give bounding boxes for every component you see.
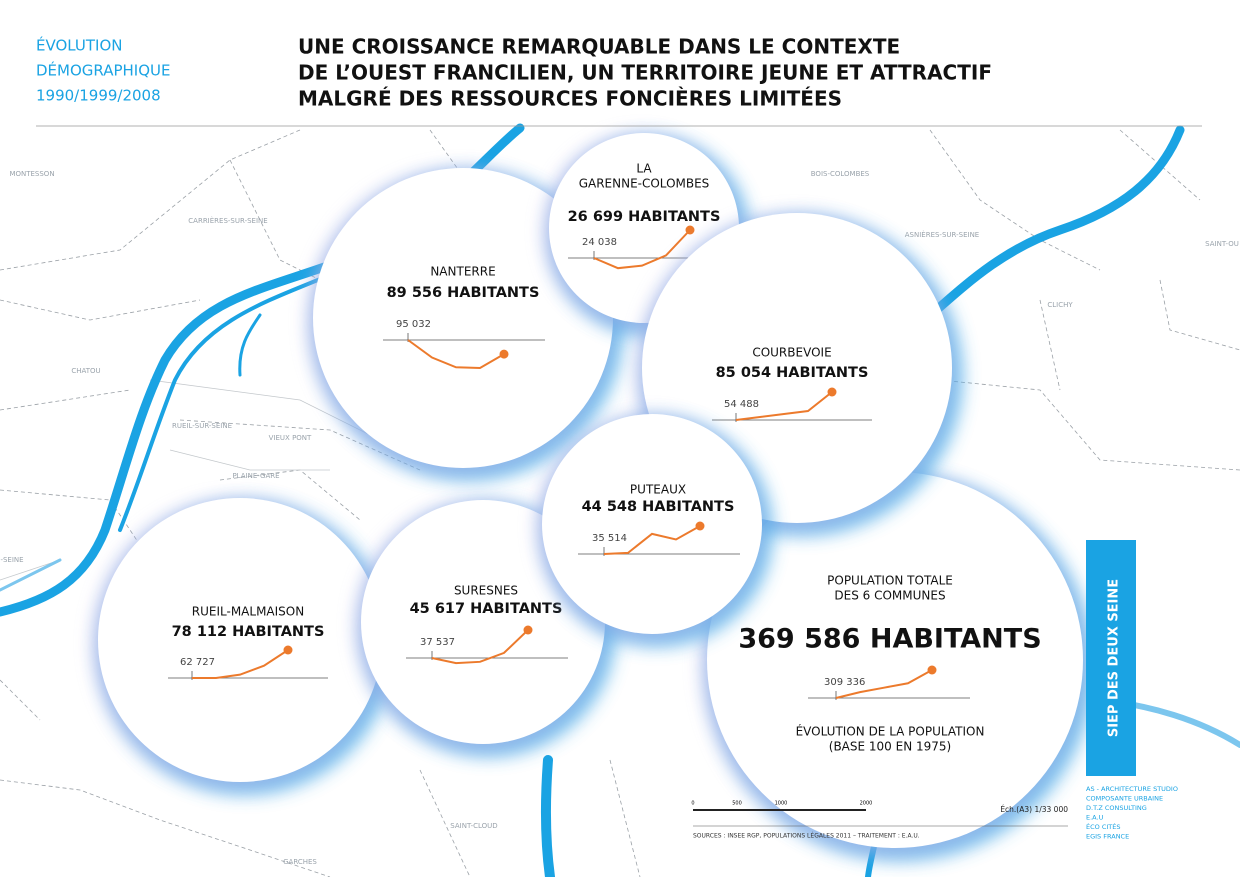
sparkline-end	[927, 665, 937, 675]
kicker: ÉVOLUTION	[36, 36, 122, 55]
city-name: RUEIL-MALMAISON	[192, 605, 304, 619]
sparkline	[431, 629, 529, 665]
population: 78 112 HABITANTS	[172, 624, 325, 640]
sparkline	[192, 649, 289, 679]
sparkline-end	[695, 521, 705, 531]
place-label: SAINT-OU	[1205, 240, 1239, 248]
sparkline-end	[523, 625, 533, 635]
start-label: 95 032	[396, 319, 431, 330]
kicker: DÉMOGRAPHIQUE	[36, 61, 171, 80]
place-label: CHATOU	[71, 367, 100, 375]
scale-tick: 1000	[775, 801, 788, 807]
bubble: RUEIL-MALMAISON 78 112 HABITANTS 62 727	[93, 498, 392, 794]
title: MALGRÉ DES RESSOURCES FONCIÈRES LIMITÉES	[298, 87, 842, 111]
kicker: 1990/1999/2008	[36, 87, 161, 105]
sidebar-box	[1086, 540, 1136, 776]
caption: (BASE 100 EN 1975)	[829, 740, 951, 754]
scale-tick: 0	[691, 801, 694, 807]
city-name: SURESNES	[454, 584, 518, 598]
credit: AS - ARCHITECTURE STUDIO	[1086, 785, 1178, 793]
bubble-disc	[707, 472, 1083, 848]
title: DE L’OUEST FRANCILIEN, UN TERRITOIRE JEU…	[298, 61, 992, 85]
place-label: SAINT-CLOUD	[450, 822, 497, 830]
credit: EGIS FRANCE	[1086, 833, 1129, 841]
city-name: POPULATION TOTALE	[827, 574, 953, 588]
sources: SOURCES : INSEE RGP, POPULATIONS LÉGALES…	[693, 832, 920, 840]
place-label: -SEINE	[0, 556, 23, 564]
place-label: RUEIL-SUR-SEINE	[172, 422, 232, 430]
population: 44 548 HABITANTS	[582, 499, 735, 515]
bubble-disc	[542, 414, 762, 634]
start-label: 62 727	[180, 657, 215, 668]
start-label: 37 537	[420, 637, 455, 648]
credit: D.T.Z CONSULTING	[1086, 804, 1147, 812]
sparkline	[735, 391, 833, 421]
bubble-disc	[313, 168, 613, 468]
credit: E.A.U	[1086, 814, 1104, 822]
place-label: ASNIÈRES-SUR-SEINE	[905, 230, 979, 239]
sparkline-end	[685, 225, 695, 235]
city-name: NANTERRE	[430, 265, 495, 279]
city-name: PUTEAUX	[630, 483, 686, 497]
sparkline-end	[827, 387, 837, 397]
start-label: 35 514	[592, 533, 627, 544]
credit: ÉCO CITÉS	[1086, 822, 1121, 831]
caption: ÉVOLUTION DE LA POPULATION	[796, 724, 985, 739]
place-label: CLICHY	[1047, 301, 1073, 309]
place-label: CARRIÈRES-SUR-SEINE	[188, 216, 267, 225]
place-label: BOIS-COLOMBES	[811, 170, 870, 178]
sparkline	[835, 669, 933, 699]
scale-bar: 0 500 1000 2000 Éch.(A3) 1/33 000 SOURCE…	[691, 801, 1068, 840]
start-label: 54 488	[724, 399, 759, 410]
scale-tick: 500	[732, 801, 742, 807]
population: 26 699 HABITANTS	[568, 209, 721, 225]
city-name: GARENNE-COLOMBES	[579, 177, 710, 191]
sparkline	[603, 525, 701, 555]
sparkline-end	[283, 645, 293, 655]
population: 45 617 HABITANTS	[410, 601, 563, 617]
population: 89 556 HABITANTS	[387, 285, 540, 301]
place-label: VIEUX PONT	[269, 434, 312, 442]
sparkline-end	[499, 349, 509, 359]
bubble-disc	[98, 498, 382, 782]
sidebar-title: SIEP DES DEUX SEINE	[1107, 579, 1122, 737]
sparkline	[593, 229, 691, 270]
place-label: MONTESSON	[9, 170, 54, 178]
population: 369 586 HABITANTS	[738, 624, 1041, 655]
header: ÉVOLUTION DÉMOGRAPHIQUE 1990/1999/2008 U…	[36, 35, 1202, 127]
credit: COMPOSANTE URBAINE	[1086, 795, 1163, 803]
scale-tick: 2000	[860, 801, 873, 807]
place-label: PLAINE-GARE	[232, 472, 279, 480]
start-label: 24 038	[582, 237, 617, 248]
city-name: DES 6 COMMUNES	[834, 589, 945, 603]
credits: AS - ARCHITECTURE STUDIO COMPOSANTE URBAI…	[1086, 785, 1178, 841]
place-labels: MONTESSON CARRIÈRES-SUR-SEINE CHATOU RUEIL-…	[0, 170, 1238, 866]
place-label: GARCHES	[283, 858, 317, 866]
start-label: 309 336	[824, 677, 865, 688]
city-name: COURBEVOIE	[752, 346, 831, 360]
title: UNE CROISSANCE REMARQUABLE DANS LE CONTE…	[298, 35, 900, 59]
bubble: PUTEAUX 44 548 HABITANTS 35 514	[537, 414, 772, 646]
sparkline	[407, 339, 505, 370]
scale-ratio: Éch.(A3) 1/33 000	[1000, 805, 1068, 814]
city-name: LA	[636, 162, 652, 176]
sidebar: SIEP DES DEUX SEINE AS - ARCHITECTURE ST…	[1086, 540, 1178, 841]
population: 85 054 HABITANTS	[716, 365, 869, 381]
